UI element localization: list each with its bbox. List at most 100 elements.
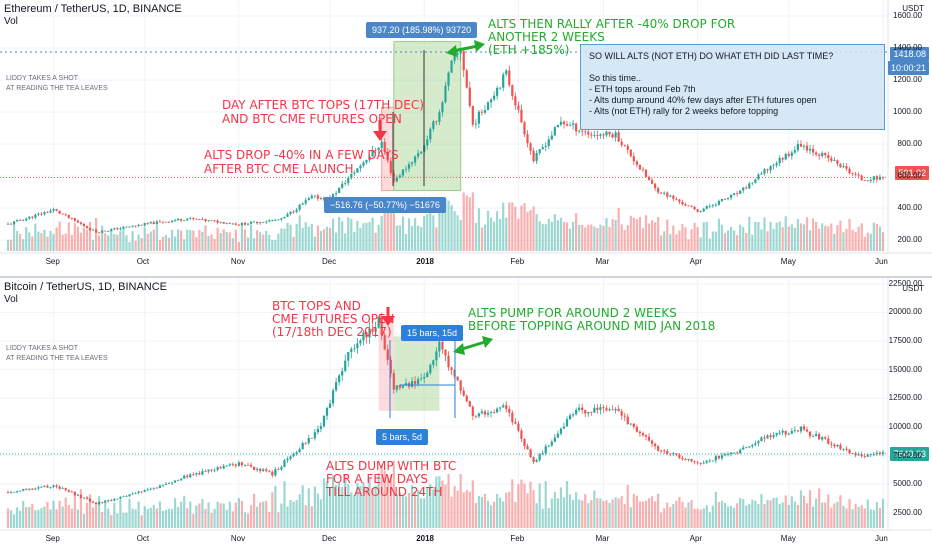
btc-volume-bar bbox=[37, 509, 40, 528]
eth-candle-body bbox=[833, 160, 836, 162]
btc-candle-body bbox=[790, 431, 793, 434]
btc-volume-bars bbox=[6, 460, 885, 528]
btc-candle-body bbox=[286, 458, 289, 461]
btc-chart-canvas[interactable] bbox=[0, 278, 932, 550]
btc-candle-body bbox=[368, 328, 371, 338]
btc-volume-bar bbox=[556, 498, 559, 528]
btc-alts-pump-annotation[interactable]: ALTS PUMP FOR AROUND 2 WEEKS BEFORE TOPP… bbox=[468, 306, 716, 333]
eth-volume-bar bbox=[43, 229, 46, 251]
btc-candle-body bbox=[137, 491, 140, 493]
eth-volume-bar bbox=[170, 229, 174, 251]
eth-candle-body bbox=[177, 218, 180, 221]
btc-volume-bar bbox=[289, 500, 292, 528]
btc-volume-bar bbox=[818, 488, 821, 528]
btc-volume-bar bbox=[815, 498, 818, 528]
btc-candle-body bbox=[550, 441, 553, 446]
eth-candle-body bbox=[699, 211, 702, 213]
btc-volume-bar bbox=[46, 501, 49, 528]
btc-volume-bar bbox=[401, 495, 405, 528]
btc-candle-body bbox=[502, 405, 505, 408]
eth-candle-body bbox=[565, 124, 569, 126]
btc-candle-body bbox=[9, 492, 13, 494]
eth-volume-bar bbox=[301, 227, 304, 251]
eth-volume-bar bbox=[298, 215, 301, 251]
eth-candle-body bbox=[256, 221, 259, 224]
eth-volume-bar bbox=[37, 231, 40, 251]
eth-candle-body bbox=[857, 174, 860, 176]
eth-volume-bar bbox=[632, 217, 635, 251]
btc-volume-bar bbox=[644, 500, 648, 528]
btc-candle-body bbox=[67, 490, 70, 492]
eth-volume-bar bbox=[313, 236, 316, 251]
eth-volume-bar bbox=[338, 217, 341, 251]
eth-alts-rally-annotation[interactable]: ALTS THEN RALLY AFTER -40% DROP FOR ANOT… bbox=[488, 17, 736, 57]
btc-volume-bar bbox=[799, 490, 803, 528]
eth-volume-bar bbox=[304, 222, 307, 251]
eth-volume-bar bbox=[833, 233, 836, 251]
btc-candle-body bbox=[547, 445, 550, 447]
btc-time-tick: Nov bbox=[230, 534, 246, 543]
btc-volume-bar bbox=[626, 484, 629, 528]
eth-candle-body bbox=[110, 229, 113, 231]
btc-volume-bar bbox=[240, 500, 244, 528]
eth-volume-bar bbox=[511, 202, 514, 251]
btc-volume-bar bbox=[778, 503, 781, 528]
btc-volume-bar bbox=[347, 484, 350, 528]
btc-volume-bar bbox=[763, 504, 766, 528]
eth-volume-bar bbox=[453, 211, 456, 251]
btc-candle-body bbox=[125, 496, 128, 497]
btc-measure-long-label[interactable]: 15 bars, 15d bbox=[401, 325, 464, 341]
eth-volume-bar bbox=[353, 231, 356, 251]
eth-volume-bar bbox=[52, 233, 55, 251]
eth-candle-body bbox=[547, 139, 550, 147]
btc-candle-body bbox=[775, 432, 778, 436]
btc-candle-body bbox=[177, 480, 180, 481]
btc-candle-body bbox=[647, 436, 651, 441]
btc-candle-body bbox=[538, 454, 541, 461]
btc-volume-bar bbox=[654, 501, 657, 528]
btc-volume-bar bbox=[40, 508, 43, 528]
eth-volume-bar bbox=[587, 224, 590, 251]
btc-candle-body bbox=[483, 411, 487, 415]
btc-volume-bar bbox=[632, 493, 635, 528]
eth-info-callout[interactable]: SO WILL ALTS (NOT ETH) DO WHAT ETH DID L… bbox=[580, 44, 885, 130]
eth-candle-body bbox=[64, 214, 67, 216]
btc-alts-dump-annotation[interactable]: ALTS DUMP WITH BTC FOR A FEW DAYS TILL A… bbox=[326, 459, 457, 499]
eth-measure-up-label[interactable]: 937.20 (185.98%) 93720 bbox=[366, 22, 478, 38]
btc-candle-body bbox=[526, 446, 529, 450]
eth-candle-body bbox=[678, 199, 681, 202]
eth-volume-bar bbox=[830, 223, 833, 251]
eth-alts-drop-annotation[interactable]: ALTS DROP -40% IN A FEW DAYS AFTER BTC C… bbox=[204, 148, 399, 176]
btc-candle-body bbox=[307, 437, 310, 444]
eth-btc-tops-annotation[interactable]: DAY AFTER BTC TOPS (17TH DEC) AND BTC CM… bbox=[222, 98, 424, 126]
pane-divider[interactable] bbox=[0, 276, 932, 278]
eth-candle-body bbox=[450, 60, 453, 73]
btc-candle-body bbox=[240, 462, 244, 466]
btc-candle-body bbox=[164, 483, 168, 485]
eth-volume-bar bbox=[152, 229, 155, 251]
eth-chart-pane[interactable]: Ethereum / TetherUS, 1D, BINANCE Vol LID… bbox=[0, 0, 932, 276]
eth-candle-body bbox=[769, 166, 772, 171]
btc-volume-bar bbox=[119, 500, 122, 528]
eth-candle-body bbox=[31, 216, 34, 218]
btc-volume-bar bbox=[732, 507, 736, 528]
btc-candle-body bbox=[256, 468, 259, 470]
eth-candle-body bbox=[672, 195, 675, 199]
btc-candle-body bbox=[95, 502, 98, 505]
eth-measure-down-label[interactable]: −516.76 (−50.77%) −51676 bbox=[324, 197, 446, 213]
eth-candle-body bbox=[723, 199, 727, 200]
eth-candle-body bbox=[192, 217, 195, 219]
btc-candle-body bbox=[726, 453, 730, 455]
btc-candle-body bbox=[468, 401, 471, 407]
btc-volume-bar bbox=[31, 503, 34, 528]
eth-volume-bar bbox=[611, 219, 614, 251]
btc-measure-short-label[interactable]: 5 bars, 5d bbox=[376, 429, 429, 445]
eth-chart-canvas[interactable] bbox=[0, 0, 932, 276]
btc-volume-bar bbox=[95, 502, 98, 528]
btc-tops-annotation[interactable]: BTC TOPS AND CME FUTURES OPEN (17/18th D… bbox=[272, 299, 395, 339]
btc-chart-pane[interactable]: Bitcoin / TetherUS, 1D, BINANCE Vol LIDD… bbox=[0, 278, 932, 550]
btc-volume-bar bbox=[98, 496, 101, 528]
btc-volume-bar bbox=[374, 485, 377, 528]
eth-candle-body bbox=[268, 220, 271, 222]
eth-volume-bar bbox=[192, 230, 195, 251]
